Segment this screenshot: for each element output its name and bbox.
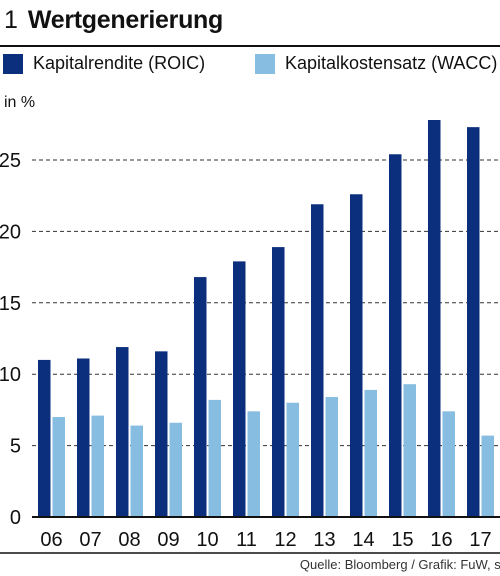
bar-wacc-17	[481, 435, 494, 517]
x-tick-label: 16	[430, 529, 452, 551]
x-tick-label: 11	[236, 529, 257, 551]
bar-wacc-06	[52, 417, 65, 517]
x-tick-label: 08	[118, 529, 140, 551]
x-tick-label: 13	[313, 529, 335, 551]
bar-roic-09	[155, 351, 168, 517]
x-tick-label: 12	[274, 529, 296, 551]
bar-wacc-12	[286, 402, 299, 517]
bar-wacc-10	[208, 399, 221, 517]
bar-wacc-15	[403, 384, 416, 517]
bar-wacc-08	[130, 425, 143, 517]
bar-roic-12	[272, 247, 285, 518]
legend-item-wacc: Kapitalkostensatz (WACC)	[255, 53, 497, 74]
legend-item-roic: Kapitalrendite (ROIC)	[3, 53, 205, 74]
legend-swatch-wacc	[255, 53, 275, 74]
chart-title: Wertgenerierung	[27, 6, 223, 34]
y-axis-label: in %	[4, 94, 35, 111]
bar-wacc-16	[442, 411, 455, 517]
bar-roic-13	[311, 204, 324, 517]
chart-number: 1	[4, 6, 18, 34]
legend: Kapitalrendite (ROIC) Kapitalkostensatz …	[0, 53, 500, 81]
source-note: Quelle: Bloomberg / Grafik: FuW, sp	[299, 557, 500, 572]
x-tick-label: 17	[469, 529, 491, 551]
y-tick-label: 0	[10, 507, 21, 529]
legend-label-wacc: Kapitalkostensatz (WACC)	[285, 53, 498, 73]
bar-roic-08	[116, 347, 129, 517]
bar-wacc-07	[91, 415, 104, 517]
legend-label-roic: Kapitalrendite (ROIC)	[33, 53, 206, 73]
header-rule	[0, 45, 500, 47]
y-tick-label: 10	[0, 364, 21, 386]
x-tick-label: 09	[157, 529, 179, 551]
bar-roic-14	[350, 194, 363, 517]
bar-roic-17	[467, 127, 480, 517]
bar-wacc-13	[325, 397, 338, 517]
x-tick-label: 06	[40, 529, 62, 551]
x-tick-label: 15	[391, 529, 413, 551]
bar-roic-15	[389, 154, 402, 517]
bar-roic-07	[77, 358, 90, 517]
y-tick-label: 15	[0, 293, 21, 315]
x-tick-label: 10	[196, 529, 218, 551]
x-tick-label: 14	[352, 529, 374, 551]
bar-roic-11	[233, 261, 246, 517]
legend-swatch-roic	[3, 53, 23, 74]
bar-roic-06	[38, 359, 51, 517]
y-tick-label: 25	[0, 150, 21, 172]
bar-wacc-11	[247, 411, 260, 517]
y-tick-label: 5	[10, 436, 21, 458]
bar-wacc-09	[169, 422, 182, 517]
bar-wacc-14	[364, 389, 377, 517]
y-tick-label: 20	[0, 221, 21, 243]
bar-roic-10	[194, 277, 207, 517]
chart-header: 1 Wertgenerierung	[0, 6, 223, 40]
bar-roic-16	[428, 119, 441, 517]
x-tick-label: 07	[79, 529, 101, 551]
